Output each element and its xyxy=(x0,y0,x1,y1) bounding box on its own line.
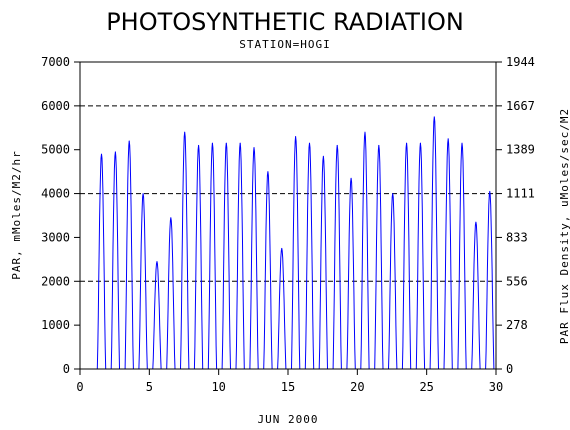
x-tick-label: 20 xyxy=(350,380,364,394)
y2-tick-label: 278 xyxy=(506,318,528,332)
x-tick-label: 10 xyxy=(211,380,225,394)
y2-tick-label: 1667 xyxy=(506,99,535,113)
x-tick-label: 25 xyxy=(419,380,433,394)
y2-tick-label: 1389 xyxy=(506,143,535,157)
daily-peak-point xyxy=(198,144,200,146)
daily-peak-point xyxy=(336,144,338,146)
y-axis-label: PAR, mMoles/M2/hr xyxy=(10,150,23,280)
daily-peak-point xyxy=(406,142,408,144)
daily-peak-point xyxy=(267,171,269,173)
y-tick-label: 3000 xyxy=(41,230,70,244)
y-tick-label: 1000 xyxy=(41,318,70,332)
y2-tick-label: 0 xyxy=(506,362,513,376)
daily-peak-point xyxy=(489,190,491,192)
daily-peak-point xyxy=(419,142,421,144)
series-group xyxy=(95,116,500,370)
x-tick-label: 30 xyxy=(489,380,503,394)
daily-peak-point xyxy=(322,155,324,157)
daily-peak-point xyxy=(378,144,380,146)
daily-peak-point xyxy=(114,151,116,153)
x-tick-label: 5 xyxy=(146,380,153,394)
daily-peak-point xyxy=(225,142,227,144)
chart-title: PHOTOSYNTHETIC RADIATION xyxy=(106,8,464,36)
x-tick-label: 15 xyxy=(281,380,295,394)
daily-peak-point xyxy=(184,131,186,133)
daily-peak-point xyxy=(156,261,158,263)
y2-tick-label: 833 xyxy=(506,230,528,244)
daily-peak-point xyxy=(128,140,130,142)
y-tick-label: 7000 xyxy=(41,55,70,69)
x-axis: 0 5 10 15 20 25 30 xyxy=(76,369,503,394)
daily-peak-point xyxy=(211,142,213,144)
daily-peak-point xyxy=(295,136,297,138)
par-series-line xyxy=(95,116,500,370)
daily-peak-point xyxy=(253,147,255,149)
daily-peak-point xyxy=(281,247,283,249)
y2-tick-label: 556 xyxy=(506,274,528,288)
daily-peak-point xyxy=(461,142,463,144)
daily-peak-point xyxy=(350,177,352,179)
y2-axis-label: PAR Flux Density, uMoles/sec/M2 xyxy=(558,108,570,344)
daily-peak-point xyxy=(433,116,435,118)
daily-peak-point xyxy=(170,217,172,219)
x-axis-label: JUN 2000 xyxy=(258,413,319,426)
y-axis-right: 0 278 556 833 1111 1389 1667 1944 xyxy=(496,55,535,376)
daily-peak-point xyxy=(100,153,102,155)
daily-peak-point xyxy=(475,221,477,223)
y-tick-label: 2000 xyxy=(41,274,70,288)
y-tick-label: 6000 xyxy=(41,99,70,113)
y-tick-label: 0 xyxy=(63,362,70,376)
daily-peak-point xyxy=(308,142,310,144)
y-tick-label: 4000 xyxy=(41,187,70,201)
chart-subtitle: STATION=HOGI xyxy=(239,38,330,51)
daily-peak-point xyxy=(392,193,394,195)
daily-peak-point xyxy=(447,138,449,140)
reference-lines xyxy=(80,105,496,282)
y-tick-label: 5000 xyxy=(41,143,70,157)
daily-peak-point xyxy=(364,131,366,133)
x-tick-label: 0 xyxy=(76,380,83,394)
y-axis-left: 0 1000 2000 3000 4000 5000 6000 7000 xyxy=(41,55,80,376)
daily-peak-point xyxy=(239,142,241,144)
daily-peak-point xyxy=(142,193,144,195)
y2-tick-label: 1944 xyxy=(506,55,535,69)
y2-tick-label: 1111 xyxy=(506,187,535,201)
